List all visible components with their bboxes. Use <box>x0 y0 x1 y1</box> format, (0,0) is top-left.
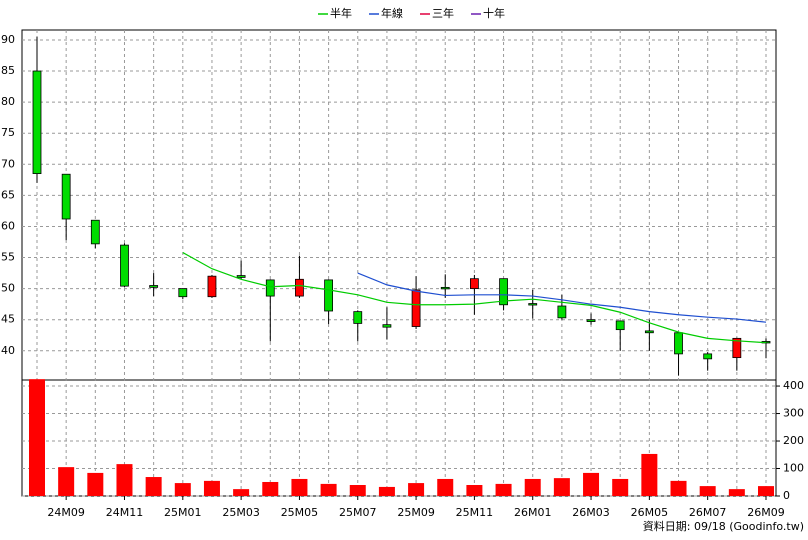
candle-body <box>120 244 129 287</box>
x-tick-label: 25M07 <box>339 506 377 519</box>
y-tick-label: 70 <box>1 157 15 170</box>
candle-body <box>236 275 246 278</box>
volume-bar <box>495 483 512 496</box>
y-tick-label: 85 <box>1 64 15 77</box>
y-tick-label: 65 <box>1 188 15 201</box>
y2-tick-label: 300 <box>783 407 804 420</box>
candle-body <box>586 319 596 322</box>
x-tick-label: 25M01 <box>164 506 202 519</box>
x-tick-label: 24M09 <box>47 506 85 519</box>
x-tick-label: 25M03 <box>222 506 260 519</box>
candle-body <box>353 311 363 324</box>
candle-body <box>32 70 42 175</box>
plot-frame <box>21 29 777 497</box>
candle-body <box>528 303 538 306</box>
candle-body <box>499 278 508 306</box>
candle-body <box>615 320 625 331</box>
volume-bar <box>612 478 629 496</box>
candle-body <box>90 219 100 245</box>
volume-bar <box>58 467 75 496</box>
y2-tick-label: 100 <box>783 462 804 475</box>
candle-body <box>178 288 188 298</box>
ma-line <box>182 252 767 344</box>
volume-bar <box>758 486 774 496</box>
volume-bar <box>116 464 133 496</box>
candle-body <box>61 173 71 220</box>
volume-bar <box>437 478 454 496</box>
legend-label: 半年 <box>330 6 352 20</box>
x-tick-label: 26M07 <box>689 506 727 519</box>
volume-bar <box>262 481 279 496</box>
volume-bar <box>320 483 337 496</box>
volume-bar <box>87 472 104 496</box>
x-tick-label: 26M05 <box>631 506 669 519</box>
volume-bar <box>174 483 191 496</box>
legend-label: 三年 <box>432 6 454 20</box>
volume-bar <box>670 480 687 496</box>
x-tick-label: 24M11 <box>106 506 144 519</box>
legend-label: 年線 <box>381 6 403 20</box>
x-tick-label: 26M09 <box>747 506 785 519</box>
volume-bar <box>203 480 220 496</box>
legend-label: 十年 <box>483 6 505 20</box>
candle-body <box>295 278 304 297</box>
volume-bar <box>145 477 162 496</box>
candle-body <box>644 330 654 334</box>
volume-bar <box>29 379 45 496</box>
volume-bar <box>233 489 250 496</box>
volume-bar <box>466 485 483 496</box>
x-tick-label: 25M05 <box>281 506 319 519</box>
y-tick-label: 80 <box>1 95 15 108</box>
volume-bar <box>524 478 541 496</box>
volume-bar <box>641 453 658 496</box>
volume-bar <box>408 483 425 496</box>
candle-body <box>411 289 421 327</box>
volume-bar <box>349 485 366 496</box>
y-tick-label: 45 <box>1 313 15 326</box>
volume-bar <box>728 489 745 496</box>
ma-line <box>357 272 767 323</box>
y-tick-label: 40 <box>1 344 15 357</box>
candle-body <box>382 324 392 328</box>
y-tick-label: 50 <box>1 282 15 295</box>
x-tick-label: 26M01 <box>514 506 552 519</box>
y2-tick-label: 0 <box>783 489 790 502</box>
candle-body <box>207 275 217 298</box>
y-tick-label: 60 <box>1 219 15 232</box>
y2-tick-label: 200 <box>783 434 804 447</box>
candle-body <box>324 279 334 312</box>
volume-bar <box>553 478 570 496</box>
candle-body <box>557 305 567 319</box>
y-tick-label: 90 <box>1 33 15 46</box>
y-tick-label: 55 <box>1 251 15 264</box>
candle-body <box>732 337 742 359</box>
volume-bar <box>699 486 716 496</box>
x-tick-label: 25M09 <box>397 506 435 519</box>
candle-body <box>149 285 159 288</box>
candle-body <box>265 279 275 297</box>
candle-body <box>469 278 479 290</box>
candle-body <box>703 353 713 360</box>
y2-tick-label: 400 <box>783 379 804 392</box>
volume-bar <box>583 472 600 496</box>
candle-body <box>440 286 450 290</box>
y-tick-label: 75 <box>1 126 15 139</box>
volume-bar <box>291 478 308 496</box>
x-tick-label: 26M03 <box>572 506 610 519</box>
x-tick-label: 25M11 <box>456 506 494 519</box>
footer: 資料日期: 09/18 (Goodinfo.tw) <box>643 519 804 533</box>
candle-body <box>674 332 683 355</box>
volume-bar <box>378 486 395 496</box>
